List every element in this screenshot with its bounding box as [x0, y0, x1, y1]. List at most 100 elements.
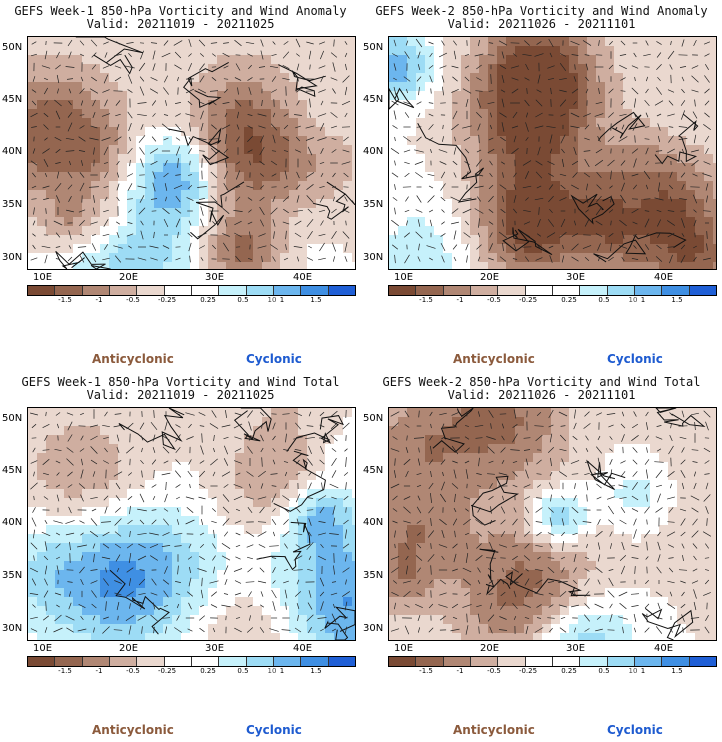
vorticity-cell [686, 435, 695, 444]
vorticity-cell [470, 136, 479, 145]
vorticity-cell [109, 597, 118, 606]
vorticity-cell [154, 471, 163, 480]
vorticity-cell [614, 181, 623, 190]
vorticity-cell [443, 190, 452, 199]
vorticity-cell [470, 244, 479, 253]
vorticity-cell [325, 534, 334, 543]
vorticity-cell [668, 226, 677, 235]
vorticity-cell [289, 136, 298, 145]
vorticity-cell [560, 91, 569, 100]
vorticity-cell [461, 417, 470, 426]
vorticity-cell [289, 235, 298, 244]
vorticity-cell [686, 208, 695, 217]
vorticity-cell [587, 91, 596, 100]
vorticity-cell [289, 199, 298, 208]
wind-arrow [247, 221, 253, 225]
wind-arrow [260, 447, 264, 453]
wind-arrow [283, 150, 289, 152]
wind-arrow [235, 196, 241, 202]
vorticity-cell [398, 100, 407, 109]
vorticity-cell [389, 172, 398, 181]
vorticity-cell [695, 444, 704, 453]
vorticity-cell [217, 426, 226, 435]
wind-arrow [465, 243, 469, 251]
vorticity-cell [641, 46, 650, 55]
vorticity-cell [515, 444, 524, 453]
vorticity-cell [641, 426, 650, 435]
vorticity-cell [443, 244, 452, 253]
vorticity-cell [226, 217, 235, 226]
wind-arrow [187, 174, 193, 176]
vorticity-cell [127, 181, 136, 190]
vorticity-cell [551, 46, 560, 55]
vorticity-cell [488, 136, 497, 145]
wind-arrow [104, 506, 108, 514]
wind-arrow [502, 148, 504, 154]
wind-arrow [185, 412, 195, 416]
vorticity-cell [73, 516, 82, 525]
vorticity-cell [488, 37, 497, 46]
vorticity-cell [542, 471, 551, 480]
vorticity-cell [704, 100, 713, 109]
vorticity-cell [307, 253, 316, 262]
vorticity-cell [686, 453, 695, 462]
vorticity-cell [389, 417, 398, 426]
vorticity-cell [280, 516, 289, 525]
vorticity-cell [334, 82, 343, 91]
vorticity-cell [488, 444, 497, 453]
wind-arrow [525, 137, 529, 141]
vorticity-cell [524, 462, 533, 471]
vorticity-cell [695, 408, 704, 417]
vorticity-cell [316, 82, 325, 91]
wind-arrow [127, 89, 133, 93]
vorticity-cell [163, 507, 172, 516]
vorticity-cell [551, 163, 560, 172]
vorticity-cell [425, 262, 434, 269]
wind-arrow [342, 422, 350, 430]
vorticity-cell [100, 471, 109, 480]
vorticity-cell [100, 525, 109, 534]
wind-arrow [186, 507, 194, 513]
wind-arrow [488, 209, 494, 213]
vorticity-cell [235, 172, 244, 181]
vorticity-cell [605, 471, 614, 480]
vorticity-cell [352, 615, 355, 624]
vorticity-cell [695, 217, 704, 226]
vorticity-cell [470, 109, 479, 118]
vorticity-cell [695, 480, 704, 489]
wind-arrow [476, 149, 482, 153]
wind-arrow [656, 63, 662, 71]
vorticity-cell [226, 417, 235, 426]
vorticity-cell [154, 109, 163, 118]
vorticity-cell [154, 172, 163, 181]
vorticity-cell [343, 408, 352, 417]
vorticity-cell [145, 480, 154, 489]
vorticity-cell [461, 199, 470, 208]
wind-arrow [248, 435, 252, 441]
vorticity-cell [578, 489, 587, 498]
wind-arrow [345, 220, 347, 226]
wind-arrow [187, 100, 193, 106]
wind-arrow [114, 592, 122, 596]
wind-arrow [464, 76, 470, 82]
vorticity-cell [316, 199, 325, 208]
vorticity-cell [686, 163, 695, 172]
vorticity-cell [118, 624, 127, 633]
wind-arrow [103, 146, 109, 156]
wind-arrow [488, 195, 494, 203]
wind-arrow [548, 38, 554, 48]
wind-arrow [236, 136, 240, 142]
vorticity-cell [127, 244, 136, 253]
vorticity-cell [596, 127, 605, 136]
wind-arrow [478, 39, 480, 47]
vorticity-cell [136, 489, 145, 498]
wind-arrow [127, 222, 133, 224]
vorticity-cell [632, 480, 641, 489]
vorticity-cell [82, 489, 91, 498]
vorticity-cell [551, 462, 560, 471]
vorticity-cell [686, 181, 695, 190]
vorticity-cell [488, 127, 497, 136]
vorticity-cell [307, 624, 316, 633]
vorticity-cell [398, 426, 407, 435]
vorticity-cell [704, 208, 713, 217]
